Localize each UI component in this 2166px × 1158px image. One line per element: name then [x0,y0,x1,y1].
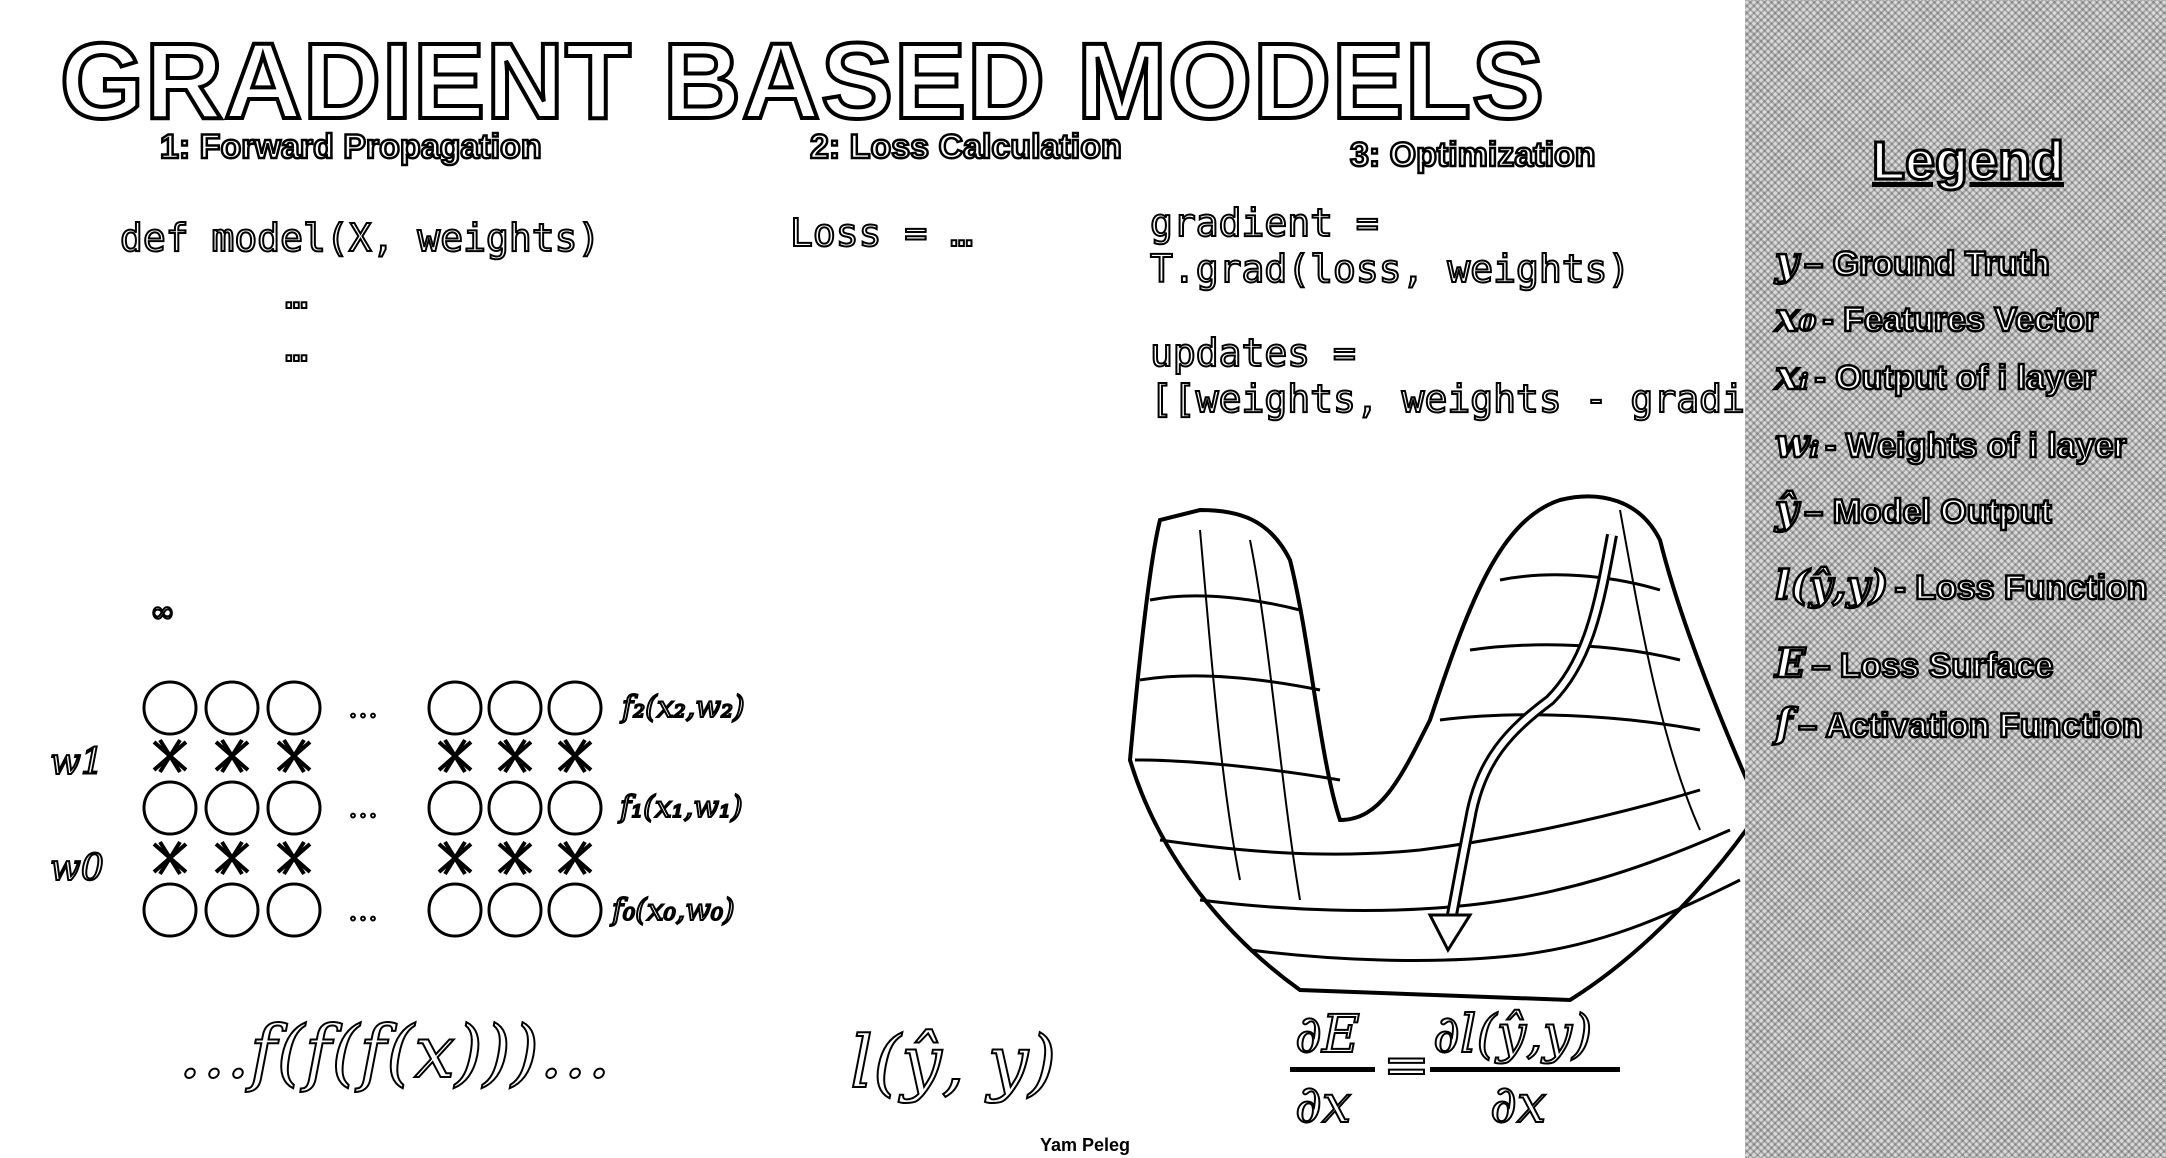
legend-item-layer-output: xᵢ - Output of i layer [1774,351,2097,401]
neuron [204,780,260,836]
legend-symbol: l(ŷ,y) [1774,561,1890,611]
legend-text: - Output of i layer [1813,358,2097,399]
legend-symbol: ŷ [1774,485,1800,535]
layer-label-f2: f₂(x₂,w₂) [621,689,746,726]
section-heading-forward: 1: Forward Propagation [159,127,543,168]
legend-symbol: y [1774,237,1800,287]
legend-text: - Loss Function [1893,568,2149,609]
layer-label-f1: f₁(x₁,w₁) [619,789,744,826]
connection-cross-icon [437,840,473,876]
legend-text: - Weights of i layer [1824,426,2128,467]
infinity-label: ∞ [149,594,176,631]
section-heading-loss: 2: Loss Calculation [809,127,1123,168]
section-heading-optimization: 3: Optimization [1349,135,1597,176]
optimization-code-line-2: T.grad(loss, weights) [1149,246,1631,292]
ellipsis-bottom: … [347,892,379,929]
legend-item-activation-function: f – Activation Function [1774,699,2144,749]
weight-label-w0: w0 [49,847,105,890]
page-title: GRADIENT BASED MODELS [58,18,1546,143]
neuron [266,680,322,736]
gradient-descent-arrow-icon [1427,533,1618,954]
legend-item-ground-truth: y – Ground Truth [1774,237,2051,287]
ellipsis-middle: … [347,789,379,826]
gradient-lhs-numerator: ∂E [1294,1004,1361,1066]
connection-cross-icon [152,738,188,774]
legend-item-layer-weights: wᵢ - Weights of i layer [1774,419,2128,469]
loss-code: Loss = … [789,210,974,256]
legend-item-features-vector: x₀ - Features Vector [1774,293,2100,343]
neuron [266,780,322,836]
neuron [204,882,260,938]
neuron [547,680,603,736]
neuron [547,780,603,836]
legend-text: – Loss Surface [1810,646,2054,687]
connection-cross-icon [437,738,473,774]
legend-symbol: x₀ [1774,293,1818,343]
neuron [204,680,260,736]
legend-item-loss-function: l(ŷ,y) - Loss Function [1774,561,2149,611]
legend-text: – Ground Truth [1803,244,2051,285]
gradient-rhs-numerator: ∂l(ŷ,y) [1432,1004,1593,1066]
connection-cross-icon [214,738,250,774]
neuron [142,680,198,736]
gradient-rhs-fraction-bar [1430,1067,1620,1072]
connection-cross-icon [557,738,593,774]
forward-formula: …f(f(f(x)))… [177,1009,612,1095]
connection-cross-icon [152,840,188,876]
optimization-code-line-3: updates = [1149,330,1357,376]
legend-text: – Model Output [1803,492,2053,533]
neuron [142,780,198,836]
forward-code-line-2: … [284,272,309,318]
neuron [427,680,483,736]
neuron [487,780,543,836]
gradient-lhs-fraction-bar [1290,1067,1375,1072]
legend-item-loss-surface: E – Loss Surface [1774,639,2055,689]
legend-item-model-output: ŷ – Model Output [1774,485,2053,535]
legend-symbol: f [1774,699,1794,749]
optimization-code-line-1: gradient = [1149,200,1380,246]
legend-symbol: E [1774,639,1807,689]
connection-cross-icon [214,840,250,876]
legend-title: Legend [1870,130,2065,193]
weight-label-w1: w1 [49,741,105,784]
legend-text: – Activation Function [1797,706,2144,747]
gradient-formula: ∂E ∂x = ∂l(ŷ,y) ∂x [1285,1004,1625,1145]
legend-symbol: wᵢ [1774,419,1821,469]
author-credit: Yam Peleg [1040,1135,1131,1155]
neuron [266,882,322,938]
ellipsis-top: … [347,689,379,726]
neuron [547,882,603,938]
connection-cross-icon [497,840,533,876]
layer-label-f0: f₀(x₀,w₀) [611,892,736,929]
gradient-lhs-denominator: ∂x [1294,1074,1352,1136]
neuron [487,680,543,736]
neuron [142,882,198,938]
forward-code-line-3: … [284,325,309,371]
connection-cross-icon [557,840,593,876]
legend-symbol: xᵢ [1774,351,1810,401]
forward-code-line-1: def model(X, weights) [119,215,601,261]
legend-text: - Features Vector [1821,300,2099,341]
optimization-code-line-4: [[weights, weights - gradient]] [1149,376,1860,422]
neural-network-diagram [142,680,603,938]
gradient-equals: = [1382,1032,1431,1099]
neuron [427,882,483,938]
connection-cross-icon [276,738,312,774]
diagram-canvas [142,494,1745,1003]
legend-panel [1745,0,2166,1158]
neuron [487,882,543,938]
connection-cross-icon [497,738,533,774]
neuron [427,780,483,836]
loss-formula: l(ŷ, y) [849,1019,1057,1105]
gradient-rhs-denominator: ∂x [1489,1074,1547,1136]
connection-cross-icon [276,840,312,876]
